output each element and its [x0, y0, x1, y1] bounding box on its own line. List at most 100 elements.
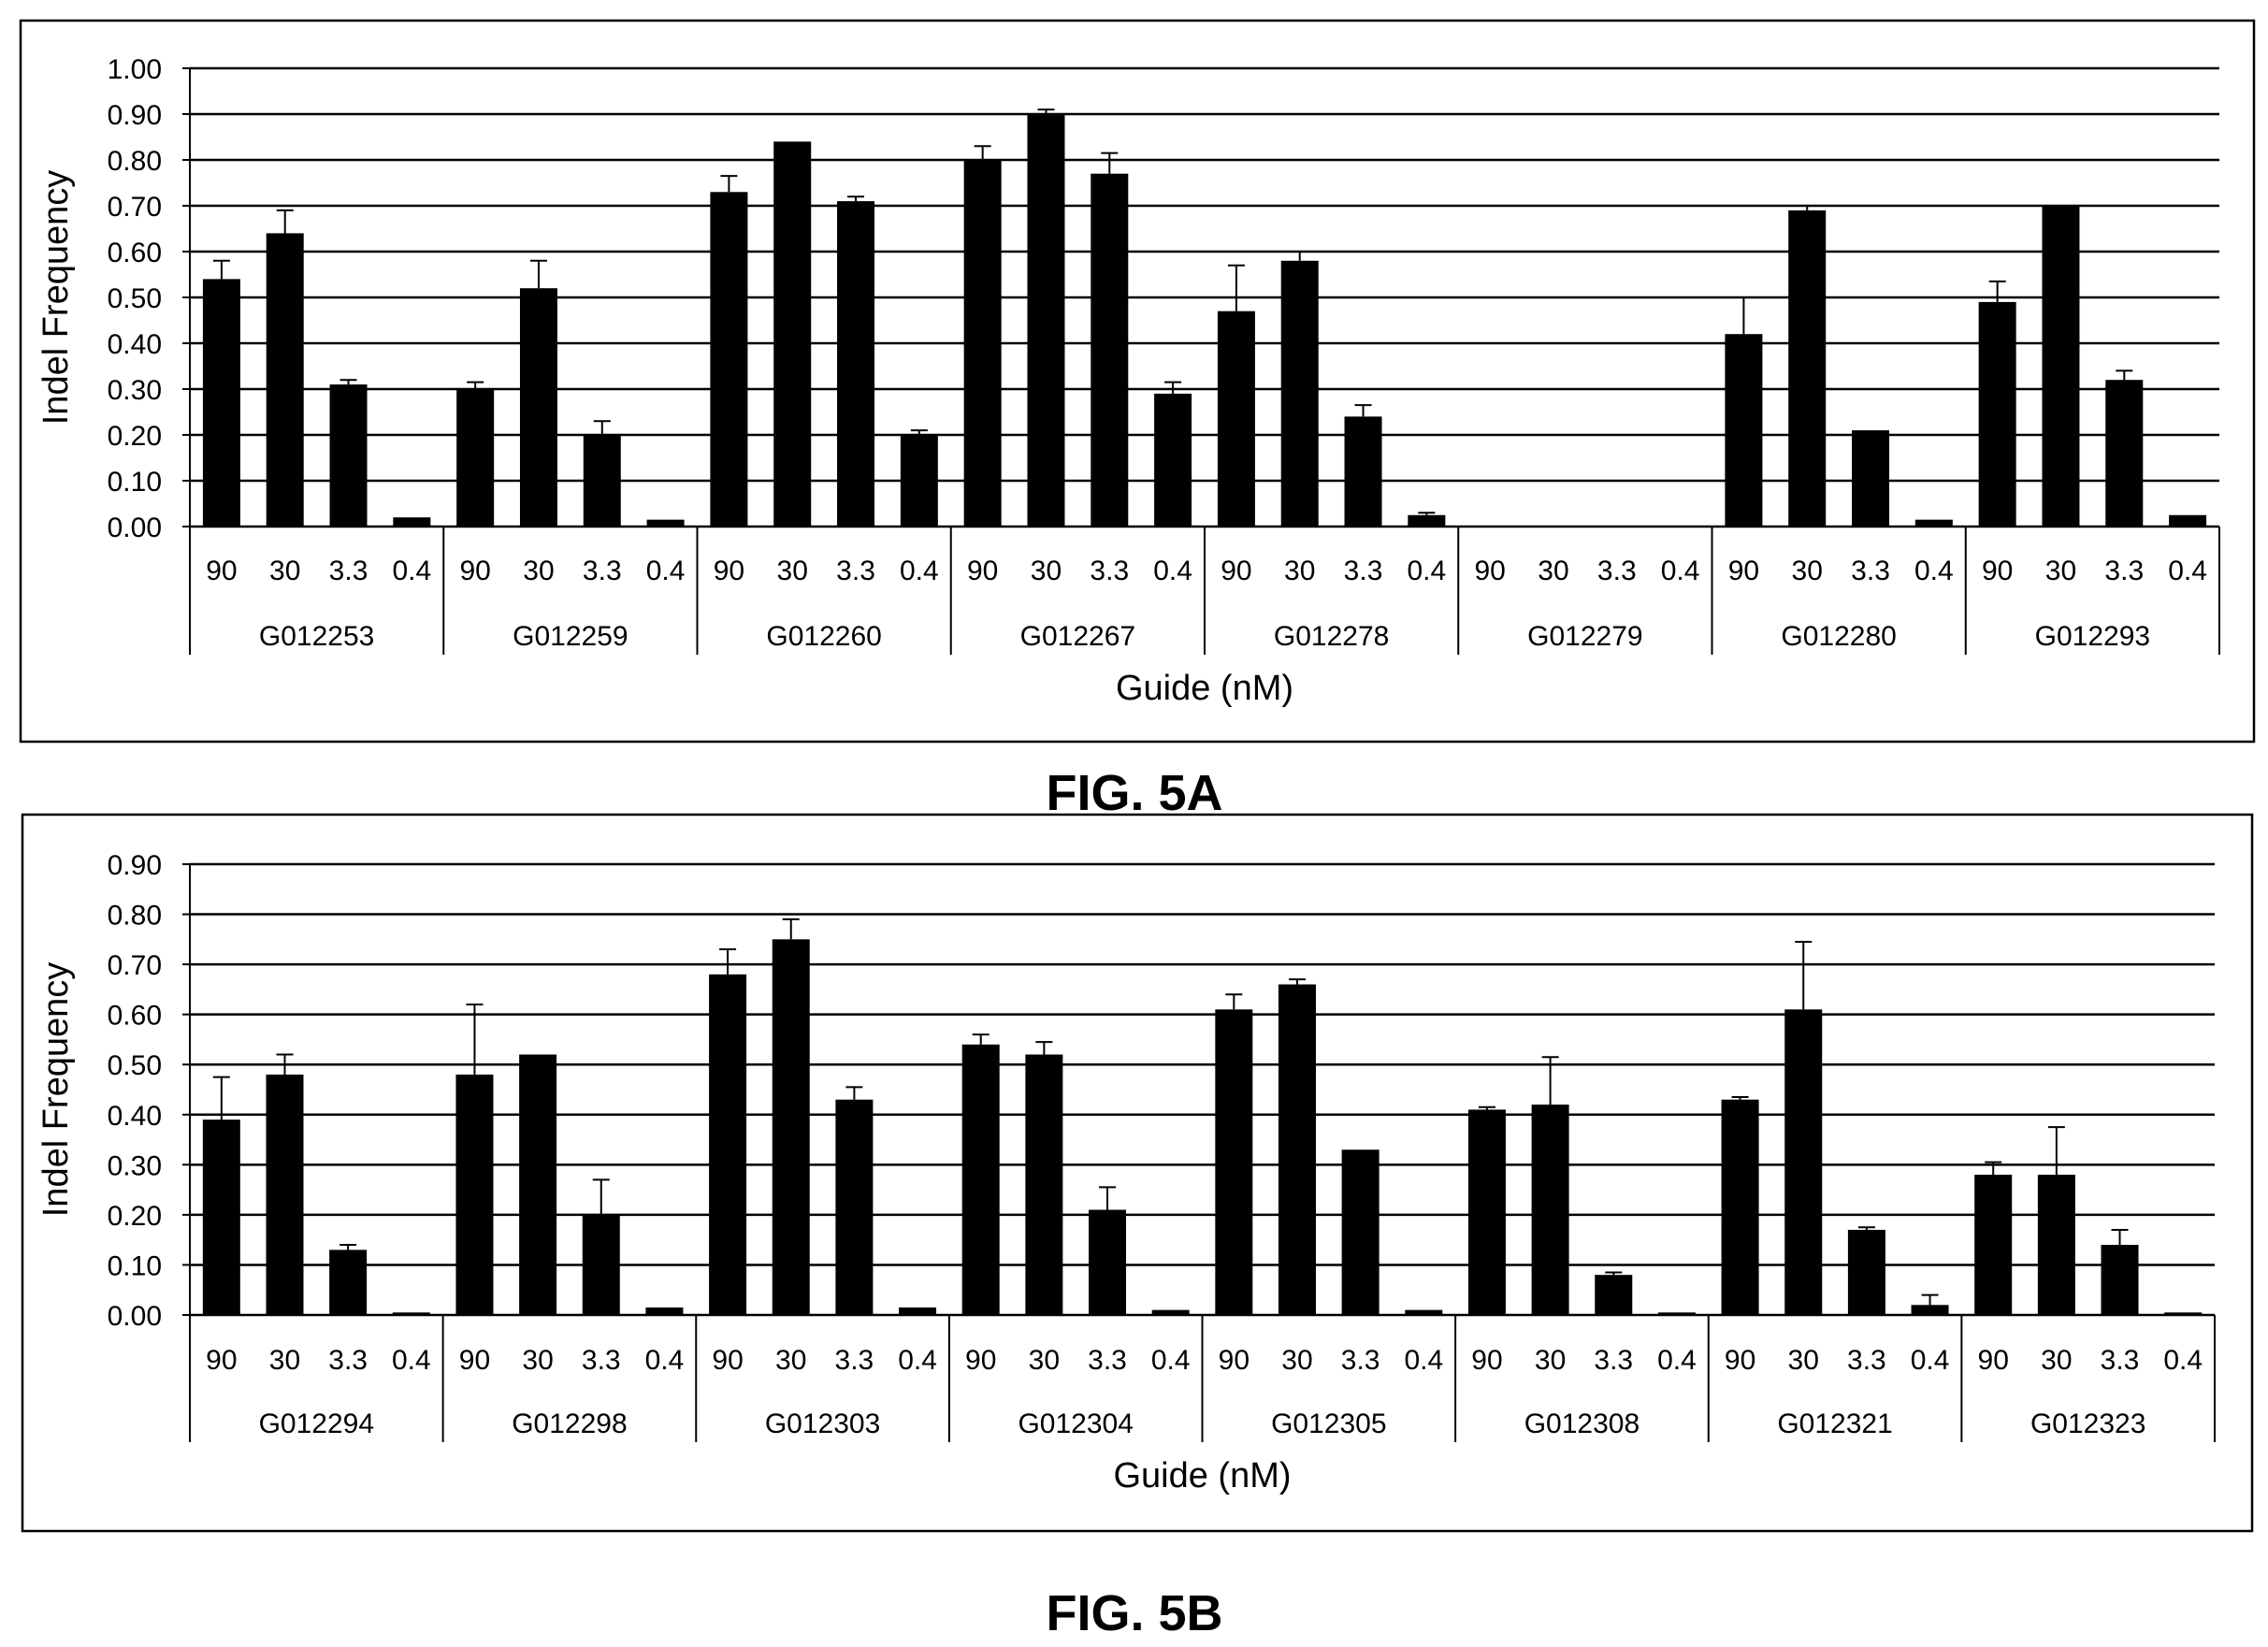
concentration-label: 30	[777, 556, 808, 586]
concentration-label: 3.3	[836, 556, 875, 586]
concentration-label: 0.4	[1407, 556, 1446, 586]
y-tick-label: 0.90	[108, 850, 162, 881]
bar	[773, 141, 812, 527]
bar	[1217, 311, 1255, 527]
bar	[961, 1044, 1000, 1315]
concentration-label: 0.4	[392, 556, 431, 586]
guide-label: G012259	[513, 621, 628, 652]
bar	[1847, 1229, 1885, 1315]
x-axis-label: Guide (nM)	[1113, 1456, 1291, 1495]
concentration-label: 3.3	[2101, 1345, 2140, 1376]
guide-label: G012298	[512, 1409, 627, 1439]
bar	[202, 1120, 240, 1315]
concentration-label: 30	[2041, 1345, 2072, 1376]
concentration-label: 3.3	[1847, 1345, 1886, 1376]
bar	[582, 1214, 620, 1315]
concentration-label: 30	[1281, 1345, 1312, 1376]
concentration-label: 0.4	[900, 556, 939, 586]
concentration-label: 30	[523, 556, 554, 586]
bar	[1852, 430, 1890, 527]
concentration-label: 90	[1728, 556, 1759, 586]
y-tick-label: 0.10	[108, 1250, 162, 1281]
bar	[519, 288, 557, 527]
guide-label: G012253	[259, 621, 374, 652]
guide-label: G012293	[2035, 621, 2150, 652]
guide-label: G012303	[765, 1409, 880, 1439]
concentration-label: 30	[1284, 556, 1315, 586]
bar	[1405, 1309, 1443, 1315]
concentration-label: 90	[459, 556, 490, 586]
y-tick-label: 1.00	[108, 54, 162, 85]
y-axis-label: Indel Frequency	[36, 962, 76, 1218]
concentration-label: 90	[1982, 556, 2013, 586]
bar	[772, 939, 810, 1315]
bar	[1978, 301, 2016, 527]
concentration-label: 0.4	[1914, 556, 1954, 586]
bar	[709, 974, 747, 1315]
bar	[1657, 1312, 1696, 1315]
concentration-label: 0.4	[645, 1345, 685, 1376]
y-tick-label: 0.20	[108, 1201, 162, 1232]
bar	[202, 279, 240, 527]
concentration-label: 90	[1219, 1345, 1250, 1376]
concentration-label: 90	[459, 1345, 490, 1376]
concentration-label: 30	[1788, 1345, 1819, 1376]
guide-label: G012267	[1020, 621, 1135, 652]
bar	[455, 1074, 494, 1315]
concentration-label: 30	[269, 556, 300, 586]
concentration-label: 90	[1471, 1345, 1502, 1376]
concentration-label: 3.3	[1851, 556, 1890, 586]
y-tick-label: 0.80	[108, 901, 162, 932]
y-tick-label: 0.10	[108, 467, 162, 498]
bar	[392, 1312, 430, 1315]
y-tick-label: 0.90	[108, 100, 162, 131]
bar	[1341, 1149, 1380, 1315]
bar	[1215, 1009, 1253, 1315]
concentration-label: 30	[1535, 1345, 1566, 1376]
concentration-label: 3.3	[1597, 556, 1637, 586]
bar	[1154, 393, 1192, 527]
bar	[1027, 114, 1065, 527]
bar	[2042, 206, 2080, 527]
concentration-label: 0.4	[2163, 1345, 2203, 1376]
bar	[899, 1307, 937, 1315]
bar	[583, 435, 621, 527]
concentration-label: 0.4	[2168, 556, 2207, 586]
concentration-label: 0.4	[1661, 556, 1700, 586]
bar	[645, 1307, 684, 1315]
guide-label: G012323	[2030, 1409, 2145, 1439]
concentration-label: 90	[1725, 1345, 1755, 1376]
concentration-label: 90	[712, 1345, 743, 1376]
bar	[2164, 1312, 2203, 1315]
bar	[1091, 173, 1129, 527]
concentration-label: 0.4	[646, 556, 686, 586]
concentration-label: 30	[775, 1345, 806, 1376]
concentration-label: 90	[1978, 1345, 2009, 1376]
concentration-label: 3.3	[1341, 1345, 1380, 1376]
bar	[1089, 1209, 1127, 1315]
concentration-label: 30	[269, 1345, 300, 1376]
concentration-label: 90	[714, 556, 744, 586]
concentration-label: 0.4	[1657, 1345, 1697, 1376]
concentration-label: 3.3	[328, 1345, 368, 1376]
bar	[2037, 1175, 2075, 1315]
figure-label-5a: FIG. 5A	[1046, 765, 1222, 821]
bar	[2101, 1245, 2139, 1315]
chart-frame	[19, 19, 2256, 744]
y-tick-label: 0.00	[108, 513, 162, 543]
bar	[1784, 1009, 1823, 1315]
concentration-label: 0.4	[898, 1345, 937, 1376]
concentration-label: 30	[1029, 1345, 1060, 1376]
bar	[710, 192, 748, 527]
y-tick-label: 0.40	[108, 329, 162, 360]
concentration-label: 0.4	[392, 1345, 431, 1376]
y-tick-label: 0.20	[108, 421, 162, 452]
y-axis-label: Indel Frequency	[36, 170, 76, 426]
figure-label-5b: FIG. 5B	[1046, 1585, 1222, 1641]
concentration-label: 90	[206, 556, 237, 586]
bar	[1914, 519, 1953, 527]
chart-frame	[21, 813, 2254, 1533]
bar	[900, 435, 938, 527]
concentration-label: 90	[1474, 556, 1505, 586]
chart-5b: 0.00 0.10 0.20 0.30 0.40 0.50 0.60 0.70 0.80 0.90…	[21, 813, 2254, 1533]
